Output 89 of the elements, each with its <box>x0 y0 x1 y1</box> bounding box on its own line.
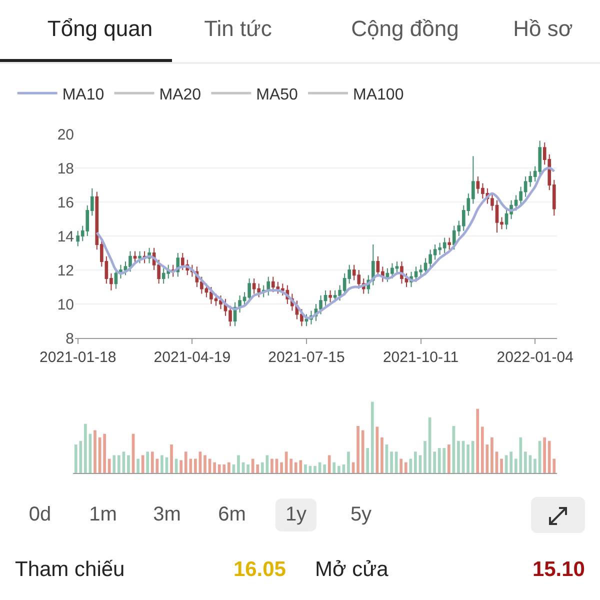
bar <box>127 455 130 473</box>
text: 0d <box>28 504 52 526</box>
text: Hồ sơ <box>513 16 573 42</box>
bar <box>433 452 436 473</box>
x-tick-label: 2022-01-04 <box>496 349 574 366</box>
bar <box>366 448 370 473</box>
bar <box>314 466 316 473</box>
y-tick-label: 12 <box>57 262 74 280</box>
bar <box>510 452 513 473</box>
bar <box>543 437 546 473</box>
bar <box>146 452 150 473</box>
text: Tham chiếu <box>15 558 125 582</box>
x-tick-label: 2021-01-18 <box>39 349 116 366</box>
text: 1y <box>275 498 317 532</box>
x-tick-label: 2021-04-19 <box>154 349 231 366</box>
bar <box>361 430 364 473</box>
bar <box>94 430 96 473</box>
bar <box>400 458 403 473</box>
y-tick-label: 8 <box>66 330 74 348</box>
text: 15.10 <box>532 558 585 582</box>
legend-label: MA50 <box>256 86 298 104</box>
candlestick <box>133 250 137 264</box>
text: 3m <box>153 504 181 526</box>
text: 5y <box>350 504 372 526</box>
bar <box>524 452 527 473</box>
bar <box>112 455 116 473</box>
y-tick-label: 10 <box>57 296 74 314</box>
bar <box>337 466 340 473</box>
candlestick <box>266 276 270 296</box>
x-tick-label: 2021-10-11 <box>382 349 459 366</box>
bar <box>457 440 460 473</box>
bar <box>170 444 173 473</box>
bar <box>227 462 230 473</box>
bar <box>204 455 206 473</box>
bar <box>380 437 384 473</box>
bar <box>328 455 331 473</box>
bar <box>534 458 536 473</box>
bar <box>390 452 393 473</box>
bar <box>409 458 412 473</box>
legend-label: MA10 <box>62 86 104 104</box>
line-series <box>96 166 556 319</box>
bar <box>136 458 140 473</box>
bar <box>500 458 503 473</box>
bar <box>370 402 374 473</box>
bar <box>447 444 450 473</box>
candlestick <box>138 250 142 264</box>
text: Tin tức <box>204 16 272 42</box>
bar <box>347 452 350 473</box>
bar <box>108 458 111 473</box>
bar <box>476 408 480 473</box>
bar <box>376 426 379 473</box>
bar <box>103 434 106 473</box>
bar <box>414 452 417 473</box>
bar <box>424 440 426 473</box>
bar <box>270 458 274 473</box>
bar <box>356 426 360 473</box>
bar <box>141 455 144 473</box>
text: 1m <box>89 504 117 526</box>
candlestick <box>328 290 332 303</box>
bar <box>180 460 183 473</box>
bar <box>323 464 326 473</box>
bar <box>290 458 293 473</box>
y-tick-label: 14 <box>57 228 74 246</box>
candlestick <box>448 237 452 250</box>
text: Mở cửa <box>315 558 388 582</box>
bar <box>246 464 250 473</box>
bar <box>304 464 307 473</box>
legend-label: MA100 <box>353 86 404 104</box>
x-tick-label: 2021-07-15 <box>268 349 345 366</box>
text: 6m <box>218 504 246 526</box>
bar <box>213 462 216 473</box>
text: Tổng quan <box>47 16 153 42</box>
bar <box>117 455 120 473</box>
bar <box>160 455 164 473</box>
bar <box>471 440 474 473</box>
bar <box>466 444 470 473</box>
legend-label: MA20 <box>159 86 202 104</box>
bar <box>332 462 336 473</box>
text: Cộng đồng <box>351 16 459 42</box>
bar <box>237 455 240 473</box>
bar <box>404 462 408 473</box>
bar <box>490 437 494 473</box>
text: 16.05 <box>233 558 286 582</box>
y-tick-label: 18 <box>57 160 74 178</box>
bar <box>84 424 87 473</box>
bar <box>280 462 283 473</box>
y-tick-label: 16 <box>57 194 74 212</box>
bar <box>194 458 197 473</box>
y-tick-label: 20 <box>57 126 74 144</box>
